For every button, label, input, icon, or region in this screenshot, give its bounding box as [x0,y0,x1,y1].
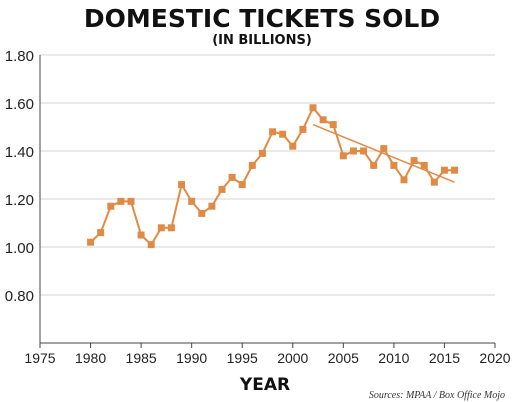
x-tick-label: 1985 [126,350,157,366]
data-point [228,173,236,181]
trendline [312,123,455,183]
x-axis-title: YEAR [239,375,290,395]
data-point [349,147,357,155]
data-points [87,104,459,249]
data-point [218,185,226,193]
data-point [117,197,125,205]
data-point [258,149,266,157]
axes [39,55,496,348]
data-point [309,104,317,112]
x-tick-label: 2005 [328,350,359,366]
data-point [410,157,418,165]
x-tick-label: 2000 [277,350,308,366]
data-point [339,152,347,160]
data-point [87,238,95,246]
source-note: Sources: MPAA / Box Office Mojo [369,390,505,401]
x-tick-label: 1975 [24,350,55,366]
grid [40,54,495,296]
y-tick-labels: 0.80 1.00 1.20 1.40 1.60 1.80 [5,48,34,305]
data-point [147,241,155,249]
data-point [178,181,186,189]
data-point [360,147,368,155]
chart-subtitle: (IN BILLIONS) [212,33,312,48]
data-point [440,166,448,174]
data-point [97,229,105,237]
data-point [208,202,216,210]
y-tick-label: 1.20 [5,192,34,209]
data-point [420,161,428,169]
data-point [380,145,388,153]
x-tick-label: 2010 [378,350,409,366]
data-point [248,161,256,169]
x-tick-label: 1990 [176,350,207,366]
data-point [157,224,165,232]
data-point [238,181,246,189]
y-tick-label: 1.80 [5,48,34,65]
data-point [299,125,307,133]
x-tick-label: 1995 [227,350,258,366]
data-point [451,166,459,174]
y-tick-label: 1.00 [5,240,34,257]
y-tick-label: 1.60 [5,96,34,113]
data-point [198,209,206,217]
data-point [107,202,115,210]
trendline-group [312,123,455,183]
x-tick-labels: 1975 1980 1985 1990 1995 2000 2005 2010 2015 2020 [24,350,510,366]
data-point [279,130,287,138]
chart-title: DOMESTIC TICKETS SOLD [84,4,440,33]
data-point [370,161,378,169]
data-point [289,142,297,150]
x-tick-label: 2015 [429,350,460,366]
data-point [137,231,145,239]
data-point [127,197,135,205]
data-point [329,121,337,129]
data-point [269,128,277,136]
x-tick-label: 1980 [75,350,106,366]
y-tick-label: 0.80 [5,288,34,305]
data-point [390,161,398,169]
data-point [188,197,196,205]
data-point [400,176,408,184]
data-point [167,224,175,232]
y-tick-label: 1.40 [5,144,34,161]
x-tick-label: 2020 [479,350,510,366]
data-point [430,178,438,186]
data-point [319,116,327,124]
